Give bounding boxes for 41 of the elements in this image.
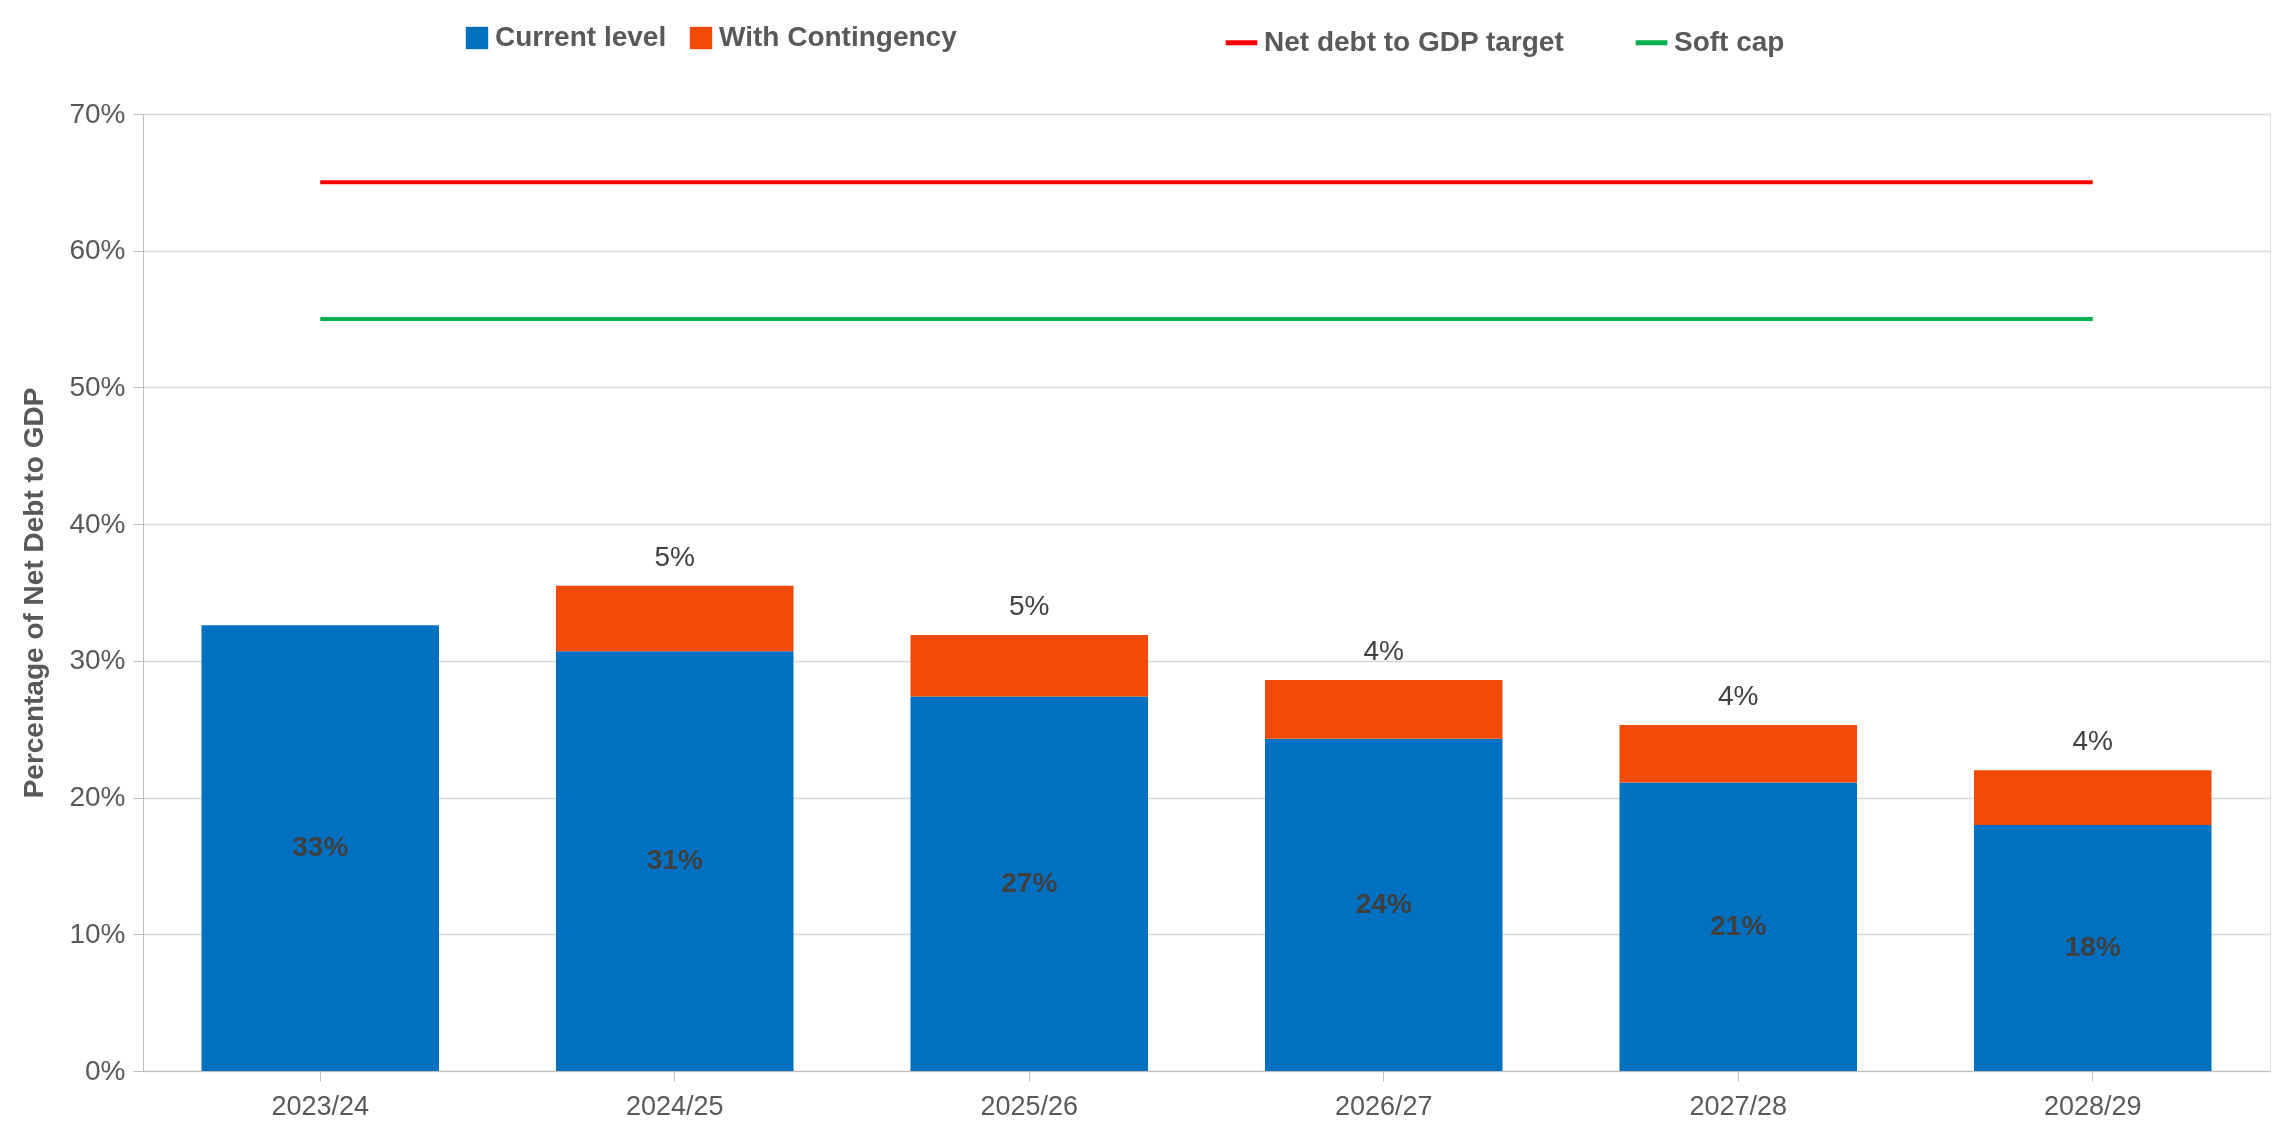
bar [910, 634, 1149, 697]
bar [555, 651, 794, 1071]
x-tick-label: 2024/25 [625, 1090, 724, 1121]
y-tick-label: 70% [69, 97, 126, 129]
x-tick-label: 2028/29 [2043, 1090, 2142, 1121]
bar [1619, 782, 1858, 1071]
bar [1973, 824, 2212, 1071]
bar [201, 625, 440, 1071]
data-label: 4% [1718, 680, 1759, 712]
bar [1264, 680, 1503, 739]
legend-label: Soft cap [1674, 25, 1785, 57]
y-tick-label: 50% [69, 370, 126, 402]
data-label: 4% [2072, 725, 2113, 757]
x-tick-label: 2026/27 [1334, 1090, 1433, 1121]
data-label: 5% [1009, 589, 1050, 621]
data-label: 33% [292, 831, 349, 863]
bar [1619, 725, 1858, 783]
x-tick-label: 2023/24 [271, 1090, 370, 1121]
bar [1264, 738, 1503, 1071]
data-label: 4% [1363, 635, 1404, 666]
data-label: 24% [1355, 887, 1412, 919]
y-tick-label: 60% [69, 234, 126, 266]
y-tick-label: 0% [85, 1054, 126, 1086]
data-label: 31% [646, 844, 703, 876]
data-label: 18% [2064, 930, 2121, 962]
bar [1973, 770, 2212, 825]
bar [555, 585, 794, 652]
data-label: 27% [1001, 866, 1058, 898]
y-tick-label: 40% [69, 507, 126, 539]
y-tick-label: 10% [69, 917, 126, 949]
y-tick-label: 20% [69, 781, 126, 813]
y-axis-title: Percentage of Net Debt to GDP [18, 387, 50, 799]
legend-label: Current level [495, 21, 667, 52]
y-tick-label: 30% [69, 644, 126, 676]
x-tick-label: 2027/28 [1689, 1090, 1788, 1121]
x-tick-label: 2025/26 [980, 1090, 1079, 1121]
bar [910, 696, 1149, 1071]
legend-label: With Contingency [719, 21, 958, 52]
legend-label: Net debt to GDP target [1264, 25, 1564, 57]
data-label: 21% [1710, 909, 1767, 941]
data-label: 5% [654, 540, 695, 572]
